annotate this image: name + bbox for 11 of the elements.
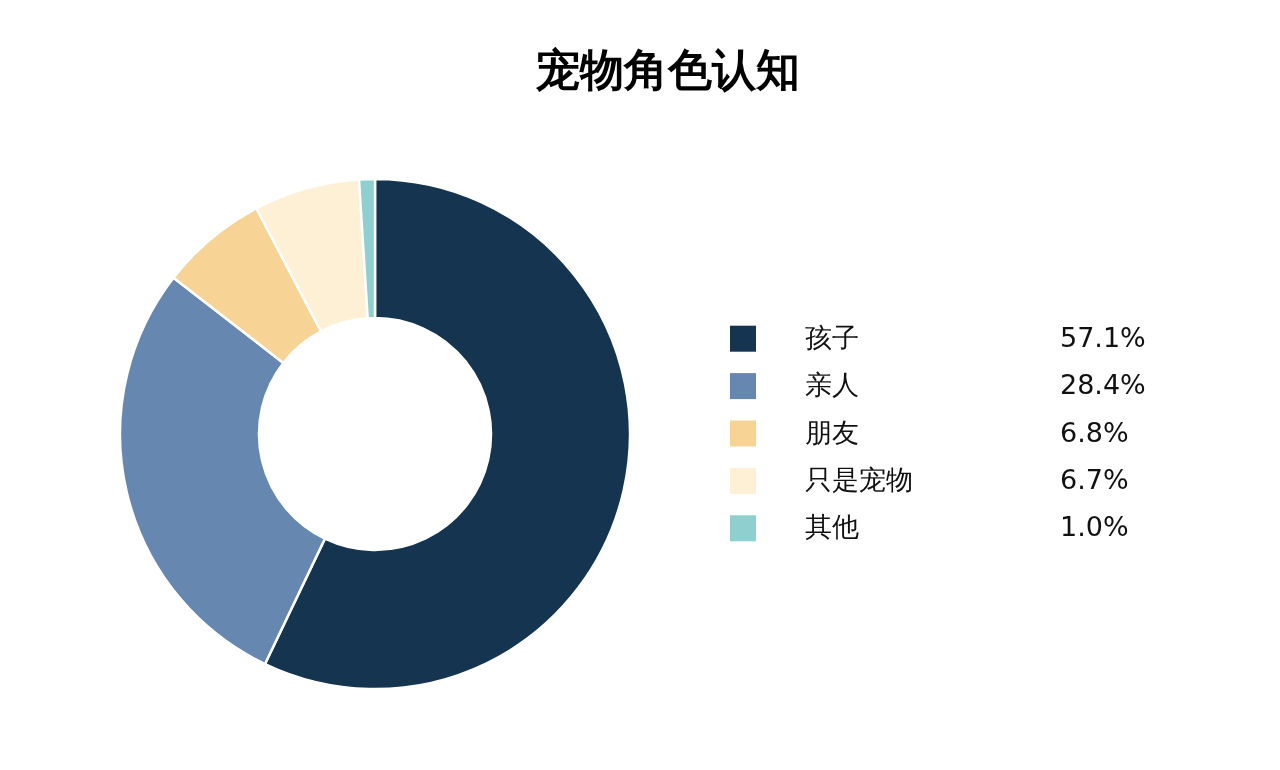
data-label: 57.1% <box>1060 321 1146 353</box>
legend-label: 孩子 <box>805 321 859 353</box>
legend-label: 只是宠物 <box>805 463 913 495</box>
data-label: 1.0% <box>1060 511 1129 543</box>
data-label: 6.8% <box>1060 416 1129 448</box>
data-label: 28.4% <box>1060 369 1146 401</box>
legend-label: 其他 <box>805 511 859 543</box>
chart-title: 宠物角色认知 <box>535 44 801 95</box>
legend-label: 亲人 <box>805 369 859 401</box>
data-label: 6.7% <box>1060 463 1129 495</box>
legend-label: 朋友 <box>805 416 859 448</box>
